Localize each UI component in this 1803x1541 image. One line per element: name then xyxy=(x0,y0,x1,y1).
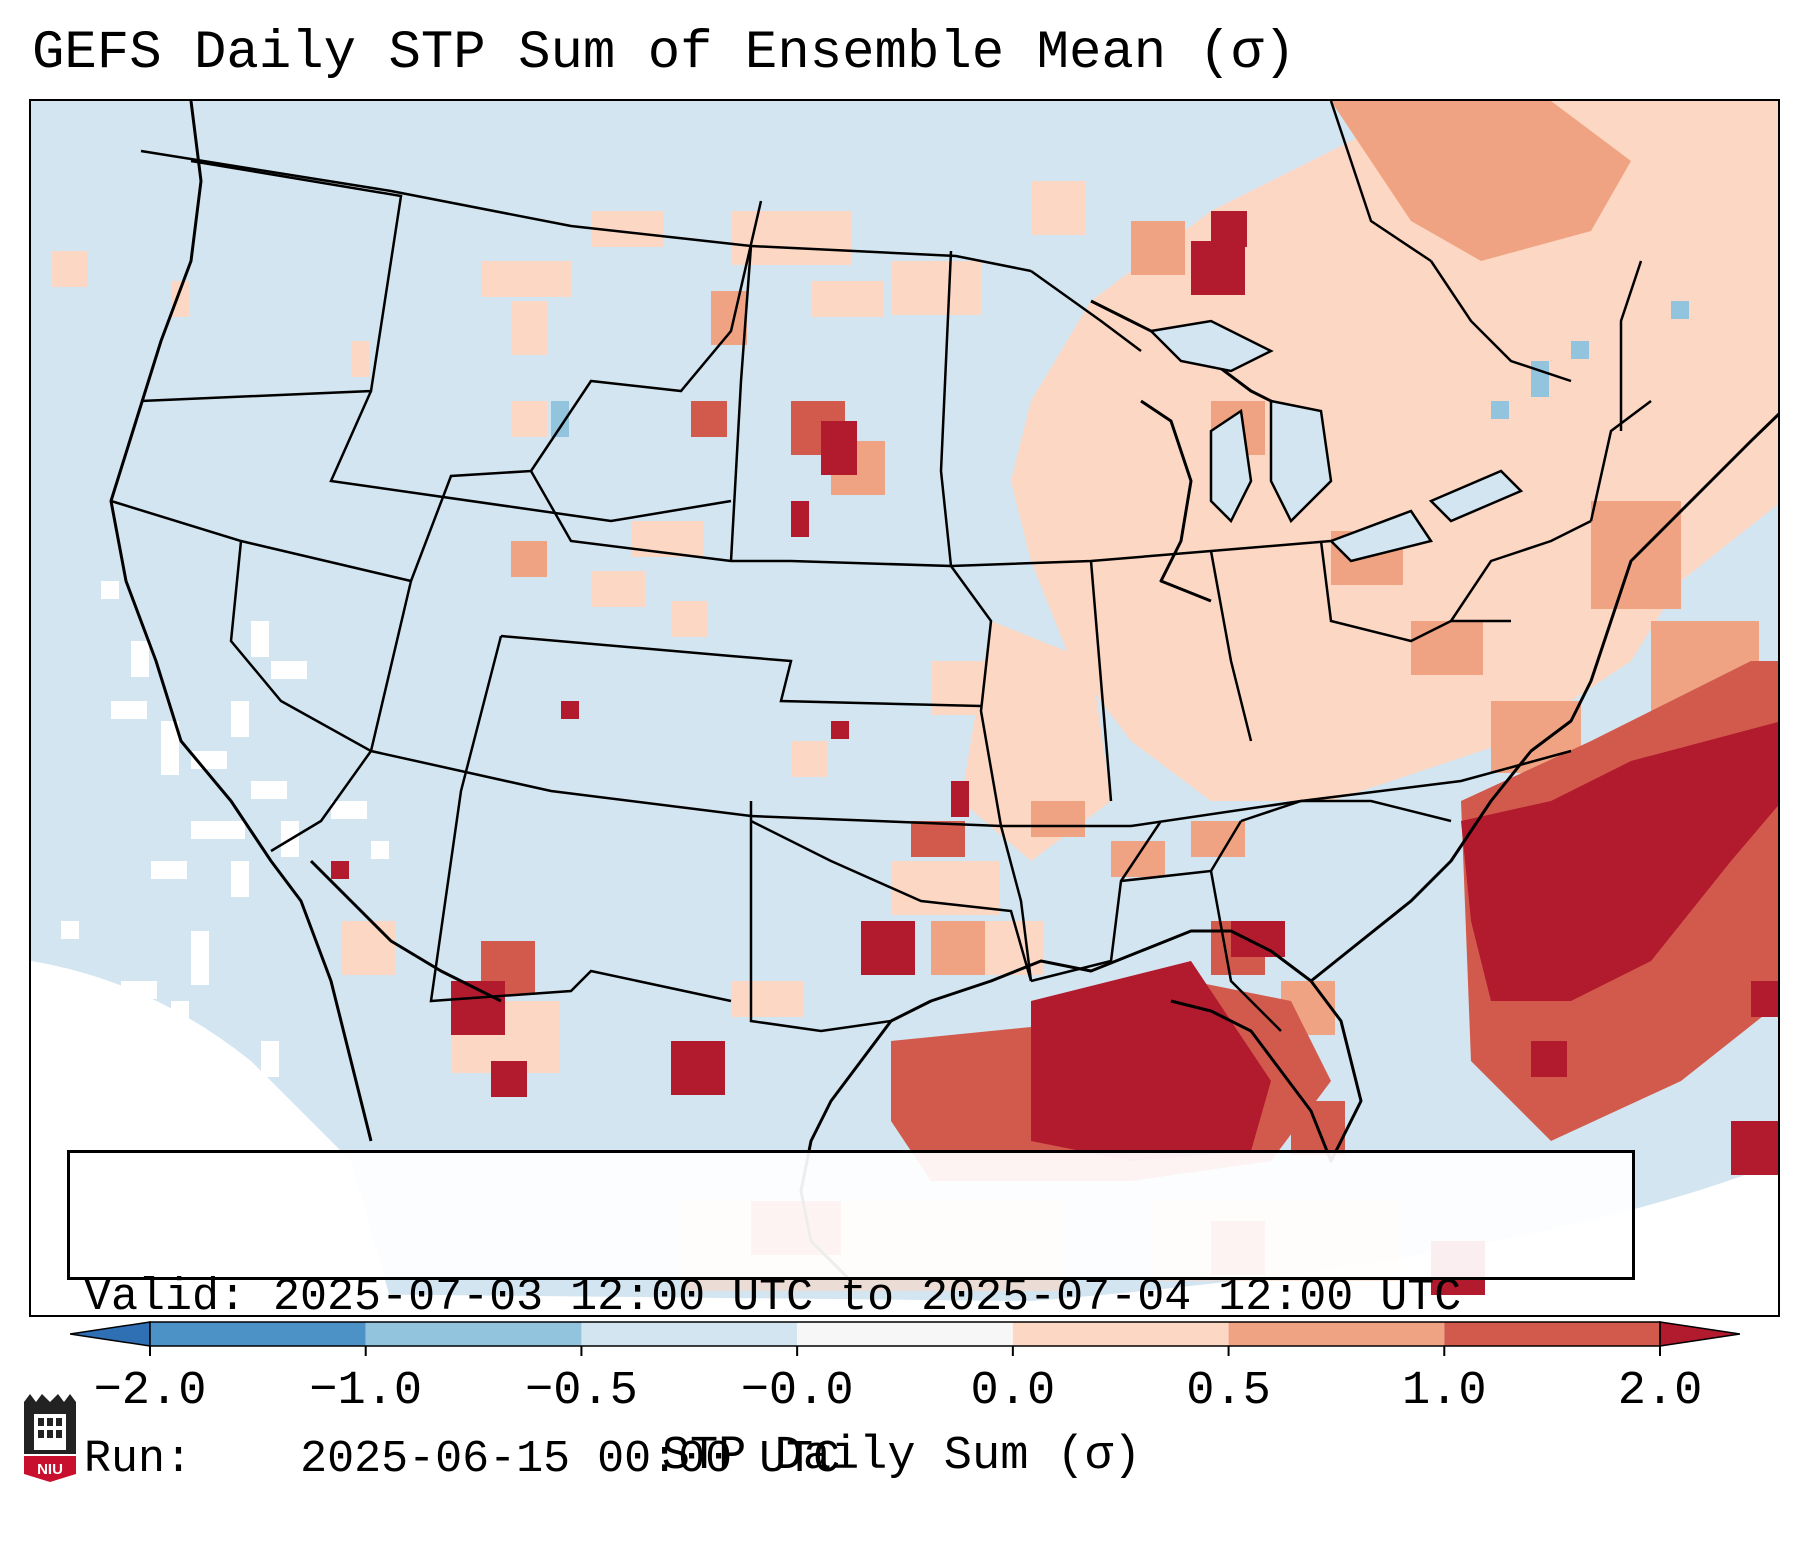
map xyxy=(31,101,1778,1301)
colorbar-tick-label: 0.5 xyxy=(1186,1365,1271,1418)
niu-logo-icon: NIU xyxy=(24,1394,76,1482)
colorbar-extend-low xyxy=(70,1321,151,1347)
colorbar-bin xyxy=(581,1322,798,1346)
colorbar-bin xyxy=(1012,1322,1229,1346)
colorbar-label: STP Daily Sum (σ) xyxy=(661,1430,1142,1483)
colorbar-bin xyxy=(1228,1322,1445,1346)
colorbar xyxy=(70,1321,1740,1356)
map-panel xyxy=(29,99,1780,1317)
colorbar-extend-high xyxy=(1659,1321,1740,1347)
validity-info-box: Valid: 2025-07-03 12:00 UTC to 2025-07-0… xyxy=(67,1150,1635,1485)
niu-logo-text: NIU xyxy=(37,1461,63,1478)
colorbar-tick-label: −0.0 xyxy=(740,1365,854,1418)
valid-value: 2025-07-03 12:00 UTC to 2025-07-04 12:00… xyxy=(273,1272,1462,1323)
run-label: Run: xyxy=(84,1434,193,1485)
colorbar-tick-label: −1.0 xyxy=(309,1365,423,1418)
colorbar-bin xyxy=(150,1322,366,1346)
valid-line: Valid: 2025-07-03 12:00 UTC to 2025-07-0… xyxy=(84,1271,1632,1325)
colorbar-tick-label: 1.0 xyxy=(1401,1365,1487,1418)
coastlines xyxy=(109,101,1778,1283)
colorbar-tick-label: −0.5 xyxy=(525,1365,638,1418)
colorbar-tick-label: 0.0 xyxy=(970,1365,1056,1418)
colorbar-outline xyxy=(149,1321,1661,1347)
colorbar-tick-label: 2.0 xyxy=(1617,1365,1703,1418)
valid-label: Valid: xyxy=(84,1272,247,1323)
anomaly-negative xyxy=(551,301,1689,437)
colorbar-bin xyxy=(1444,1322,1660,1346)
colorbar-bin xyxy=(365,1322,582,1346)
colorbar-tick-label: −2.0 xyxy=(93,1365,207,1418)
chart-title: GEFS Daily STP Sum of Ensemble Mean (σ) xyxy=(32,23,1296,84)
run-value: 2025-06-15 00:00 UTC xyxy=(300,1434,841,1485)
niu-logo: NIU xyxy=(20,1392,80,1489)
lakes xyxy=(1148,319,1524,563)
colorbar-bin xyxy=(797,1322,1013,1346)
run-line: Run: 2025-06-15 00:00 UTC xyxy=(84,1433,1632,1487)
anomaly-medium xyxy=(511,101,1759,1035)
